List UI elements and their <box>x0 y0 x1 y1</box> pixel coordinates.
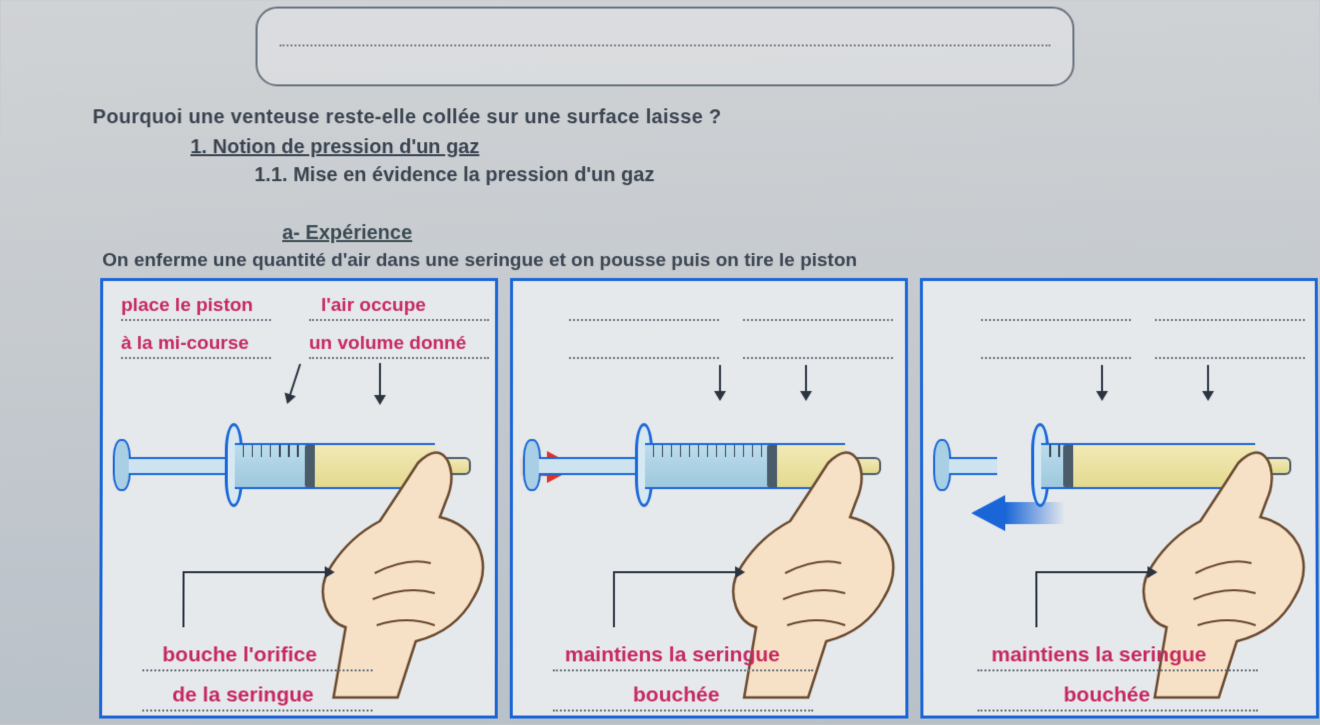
panel-1-initial: place le piston à la mi-course l'air occ… <box>99 278 498 719</box>
label-mi-course: à la mi-course <box>121 333 249 355</box>
dotted-line <box>977 669 1257 671</box>
heading-a-experience: a- Expérience <box>282 222 412 245</box>
heading-1: 1. Notion de pression d'un gaz <box>190 136 479 159</box>
dotted-line <box>981 319 1131 321</box>
dotted-line <box>977 710 1257 712</box>
label-place-piston: place le piston <box>121 295 253 317</box>
panel-3-pull: maintiens la seringue bouchée <box>920 278 1319 719</box>
dotted-line <box>981 357 1131 359</box>
panel-2-push: maintiens la seringue bouchée <box>510 278 909 719</box>
arrow-down-icon <box>1207 365 1209 399</box>
callout-line <box>613 571 615 627</box>
dotted-line <box>553 710 813 712</box>
label-bouchee: bouchée <box>1064 683 1151 707</box>
dotted-line <box>309 319 489 321</box>
label-maintiens-seringue: maintiens la seringue <box>991 643 1206 667</box>
arrow-right-icon <box>613 571 743 573</box>
hand-illustration <box>312 439 498 699</box>
intro-question: Pourquoi une venteuse reste-elle collée … <box>93 106 722 129</box>
arrow-down-icon <box>1101 365 1103 399</box>
dotted-line <box>309 357 489 359</box>
experiment-instruction: On enferme une quantité d'air dans une s… <box>102 250 857 272</box>
dotted-line <box>121 319 271 321</box>
experiment-panels: place le piston à la mi-course l'air occ… <box>99 278 1319 719</box>
dotted-line <box>743 357 893 359</box>
arrow-right-icon <box>1035 571 1155 573</box>
label-volume-donne: un volume donné <box>309 333 466 355</box>
worksheet-page: Pourquoi une venteuse reste-elle collée … <box>0 1 1320 725</box>
arrow-down-icon <box>379 363 381 403</box>
label-bouchee: bouchée <box>633 683 719 707</box>
pull-arrow-icon <box>971 495 1005 531</box>
dotted-line <box>569 357 719 359</box>
arrow-down-icon <box>805 365 807 399</box>
answer-blank-box <box>255 7 1074 87</box>
label-bouche-orifice: bouche l'orifice <box>162 643 317 667</box>
arrow-right-icon <box>183 571 333 573</box>
callout-line <box>1035 571 1037 627</box>
dotted-line <box>1155 319 1305 321</box>
callout-line <box>182 571 184 627</box>
dotted-line <box>569 319 719 321</box>
label-air-occupe: l'air occupe <box>321 295 426 317</box>
dotted-line <box>553 669 813 671</box>
dotted-line <box>743 319 893 321</box>
arrow-down-icon <box>287 364 301 403</box>
blank-line <box>280 44 1051 46</box>
dotted-line <box>142 710 372 712</box>
label-de-seringue: de la seringue <box>172 683 313 707</box>
heading-1-1: 1.1. Mise en évidence la pression d'un g… <box>254 164 654 187</box>
dotted-line <box>142 669 372 671</box>
dotted-line <box>1155 357 1305 359</box>
dotted-line <box>121 357 271 359</box>
arrow-down-icon <box>719 365 721 399</box>
label-maintiens-seringue: maintiens la seringue <box>565 643 780 667</box>
